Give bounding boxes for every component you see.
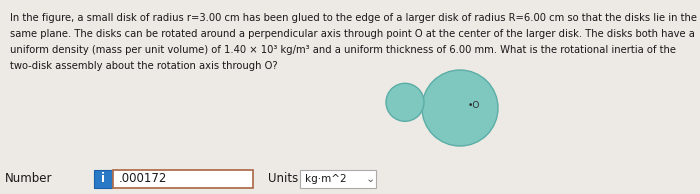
Text: ⌄: ⌄: [366, 174, 375, 184]
Text: In the figure, a small disk of radius r=3.00 cm has been glued to the edge of a : In the figure, a small disk of radius r=…: [10, 13, 697, 23]
FancyBboxPatch shape: [113, 170, 253, 188]
FancyBboxPatch shape: [300, 170, 376, 188]
Text: two-disk assembly about the rotation axis through O?: two-disk assembly about the rotation axi…: [10, 61, 278, 71]
Circle shape: [386, 83, 424, 121]
Text: kg·m^2: kg·m^2: [305, 174, 346, 184]
FancyBboxPatch shape: [94, 170, 112, 188]
Text: •O: •O: [468, 101, 480, 111]
Text: i: i: [101, 172, 105, 185]
Text: same plane. The disks can be rotated around a perpendicular axis through point O: same plane. The disks can be rotated aro…: [10, 29, 695, 39]
Text: uniform density (mass per unit volume) of 1.40 × 10³ kg/m³ and a uniform thickne: uniform density (mass per unit volume) o…: [10, 45, 676, 55]
Circle shape: [422, 70, 498, 146]
Text: Number: Number: [4, 172, 52, 185]
Text: .000172: .000172: [119, 172, 167, 185]
Text: Units: Units: [268, 172, 298, 185]
